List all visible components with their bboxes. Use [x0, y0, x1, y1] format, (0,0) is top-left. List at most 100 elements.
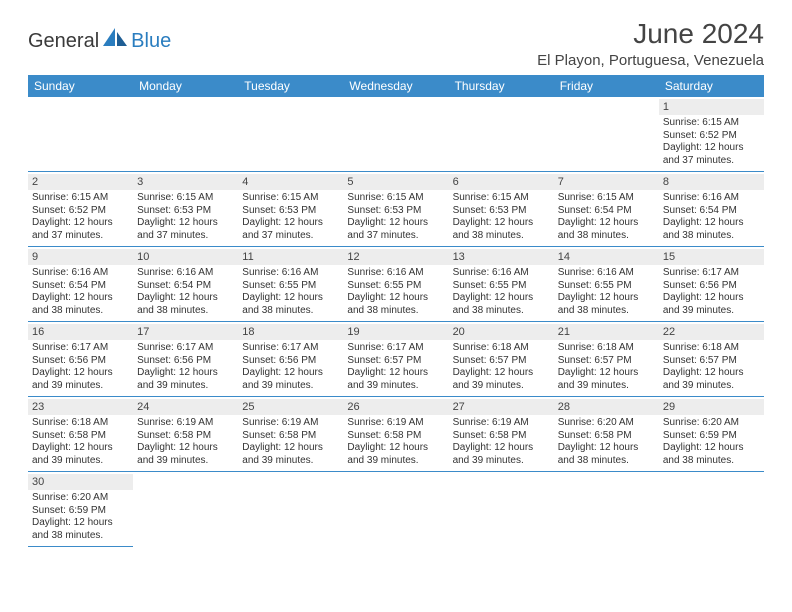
day-detail: Sunrise: 6:17 AMSunset: 6:56 PMDaylight:…	[242, 342, 339, 392]
day-number: 19	[343, 324, 448, 340]
day-detail: Sunrise: 6:18 AMSunset: 6:57 PMDaylight:…	[663, 342, 760, 392]
calendar-day-cell: 15Sunrise: 6:17 AMSunset: 6:56 PMDayligh…	[659, 247, 764, 322]
day-detail: Sunrise: 6:19 AMSunset: 6:58 PMDaylight:…	[453, 417, 550, 467]
day-content: 23 Sunrise: 6:18 AMSunset: 6:58 PMDayligh…	[28, 397, 133, 471]
day-detail: Sunrise: 6:18 AMSunset: 6:57 PMDaylight:…	[453, 342, 550, 392]
calendar-empty-cell	[343, 97, 448, 172]
calendar-day-cell: 14Sunrise: 6:16 AMSunset: 6:55 PMDayligh…	[554, 247, 659, 322]
day-number: 21	[554, 324, 659, 340]
calendar-empty-cell	[28, 97, 133, 172]
day-content: 4Sunrise: 6:15 AMSunset: 6:53 PMDaylight…	[238, 172, 343, 246]
calendar-empty-cell	[554, 472, 659, 547]
day-content: 12Sunrise: 6:16 AMSunset: 6:55 PMDayligh…	[343, 247, 448, 321]
day-detail: Sunrise: 6:20 AMSunset: 6:59 PMDaylight:…	[32, 492, 129, 542]
calendar-empty-cell	[238, 97, 343, 172]
day-detail: Sunrise: 6:16 AMSunset: 6:55 PMDaylight:…	[242, 267, 339, 317]
calendar-day-cell: 2Sunrise: 6:15 AMSunset: 6:52 PMDaylight…	[28, 172, 133, 247]
weekday-header: Monday	[133, 75, 238, 97]
weekday-header: Tuesday	[238, 75, 343, 97]
calendar-day-cell: 20Sunrise: 6:18 AMSunset: 6:57 PMDayligh…	[449, 322, 554, 397]
calendar-week-row: 9Sunrise: 6:16 AMSunset: 6:54 PMDaylight…	[28, 247, 764, 322]
calendar-page: General Blue June 2024 El Playon, Portug…	[0, 0, 792, 565]
day-content: 22 Sunrise: 6:18 AMSunset: 6:57 PMDayligh…	[659, 322, 764, 396]
day-detail: Sunrise: 6:18 AMSunset: 6:58 PMDaylight:…	[32, 417, 129, 467]
day-detail: Sunrise: 6:15 AMSunset: 6:53 PMDaylight:…	[137, 192, 234, 242]
calendar-empty-cell	[659, 472, 764, 547]
day-detail: Sunrise: 6:15 AMSunset: 6:53 PMDaylight:…	[453, 192, 550, 242]
calendar-day-cell: 21Sunrise: 6:18 AMSunset: 6:57 PMDayligh…	[554, 322, 659, 397]
location-subtitle: El Playon, Portuguesa, Venezuela	[537, 52, 764, 69]
day-content: 11 Sunrise: 6:16 AMSunset: 6:55 PMDayligh…	[238, 247, 343, 321]
logo-text-general: General	[28, 30, 99, 53]
day-number: 11	[238, 249, 343, 265]
calendar-day-cell: 16Sunrise: 6:17 AMSunset: 6:56 PMDayligh…	[28, 322, 133, 397]
day-detail: Sunrise: 6:20 AMSunset: 6:58 PMDaylight:…	[558, 417, 655, 467]
calendar-week-row: 2Sunrise: 6:15 AMSunset: 6:52 PMDaylight…	[28, 172, 764, 247]
calendar-day-cell: 1 Sunrise: 6:15 AMSunset: 6:52 PMDaylight…	[659, 97, 764, 172]
day-number: 5	[343, 174, 448, 190]
day-number: 27	[449, 399, 554, 415]
calendar-day-cell: 3Sunrise: 6:15 AMSunset: 6:53 PMDaylight…	[133, 172, 238, 247]
day-number: 29	[659, 399, 764, 415]
calendar-day-cell: 11 Sunrise: 6:16 AMSunset: 6:55 PMDayligh…	[238, 247, 343, 322]
calendar-day-cell: 24Sunrise: 6:19 AMSunset: 6:58 PMDayligh…	[133, 397, 238, 472]
day-detail: Sunrise: 6:20 AMSunset: 6:59 PMDaylight:…	[663, 417, 760, 467]
day-detail: Sunrise: 6:17 AMSunset: 6:56 PMDaylight:…	[663, 267, 760, 317]
day-content: 18Sunrise: 6:17 AMSunset: 6:56 PMDayligh…	[238, 322, 343, 396]
day-content: 19 Sunrise: 6:17 AMSunset: 6:57 PMDayligh…	[343, 322, 448, 396]
calendar-day-cell: 6Sunrise: 6:15 AMSunset: 6:53 PMDaylight…	[449, 172, 554, 247]
calendar-day-cell: 4Sunrise: 6:15 AMSunset: 6:53 PMDaylight…	[238, 172, 343, 247]
logo-text-blue: Blue	[131, 30, 171, 53]
logo: General Blue	[28, 18, 171, 54]
day-content: 7Sunrise: 6:15 AMSunset: 6:54 PMDaylight…	[554, 172, 659, 246]
calendar-day-cell: 19 Sunrise: 6:17 AMSunset: 6:57 PMDayligh…	[343, 322, 448, 397]
day-number: 1	[659, 99, 764, 115]
day-content: 28 Sunrise: 6:20 AMSunset: 6:58 PMDayligh…	[554, 397, 659, 471]
day-number: 28	[554, 399, 659, 415]
day-content: 21Sunrise: 6:18 AMSunset: 6:57 PMDayligh…	[554, 322, 659, 396]
calendar-day-cell: 22 Sunrise: 6:18 AMSunset: 6:57 PMDayligh…	[659, 322, 764, 397]
day-detail: Sunrise: 6:17 AMSunset: 6:57 PMDaylight:…	[347, 342, 444, 392]
day-content: 15Sunrise: 6:17 AMSunset: 6:56 PMDayligh…	[659, 247, 764, 321]
calendar-empty-cell	[449, 97, 554, 172]
day-number: 17	[133, 324, 238, 340]
calendar-day-cell: 25Sunrise: 6:19 AMSunset: 6:58 PMDayligh…	[238, 397, 343, 472]
day-number: 30	[28, 474, 133, 490]
calendar-day-cell: 17Sunrise: 6:17 AMSunset: 6:56 PMDayligh…	[133, 322, 238, 397]
weekday-header: Thursday	[449, 75, 554, 97]
logo-sail-icon	[103, 28, 129, 54]
day-detail: Sunrise: 6:16 AMSunset: 6:54 PMDaylight:…	[137, 267, 234, 317]
day-detail: Sunrise: 6:15 AMSunset: 6:53 PMDaylight:…	[242, 192, 339, 242]
day-content: 1 Sunrise: 6:15 AMSunset: 6:52 PMDaylight…	[659, 97, 764, 171]
weekday-header: Friday	[554, 75, 659, 97]
day-content: 2Sunrise: 6:15 AMSunset: 6:52 PMDaylight…	[28, 172, 133, 246]
day-number: 8	[659, 174, 764, 190]
day-number: 24	[133, 399, 238, 415]
day-content: 13 Sunrise: 6:16 AMSunset: 6:55 PMDayligh…	[449, 247, 554, 321]
day-number: 7	[554, 174, 659, 190]
calendar-body: 1 Sunrise: 6:15 AMSunset: 6:52 PMDaylight…	[28, 97, 764, 547]
calendar-day-cell: 18Sunrise: 6:17 AMSunset: 6:56 PMDayligh…	[238, 322, 343, 397]
calendar-table: SundayMondayTuesdayWednesdayThursdayFrid…	[28, 75, 764, 547]
day-content: 25Sunrise: 6:19 AMSunset: 6:58 PMDayligh…	[238, 397, 343, 471]
calendar-day-cell: 8Sunrise: 6:16 AMSunset: 6:54 PMDaylight…	[659, 172, 764, 247]
day-number: 2	[28, 174, 133, 190]
day-number: 12	[343, 249, 448, 265]
calendar-empty-cell	[554, 97, 659, 172]
day-detail: Sunrise: 6:15 AMSunset: 6:52 PMDaylight:…	[663, 117, 760, 167]
calendar-week-row: 23 Sunrise: 6:18 AMSunset: 6:58 PMDayligh…	[28, 397, 764, 472]
day-content: 30 Sunrise: 6:20 AMSunset: 6:59 PMDayligh…	[28, 472, 133, 546]
calendar-empty-cell	[133, 97, 238, 172]
day-number: 23	[28, 399, 133, 415]
day-content: 8Sunrise: 6:16 AMSunset: 6:54 PMDaylight…	[659, 172, 764, 246]
day-number: 13	[449, 249, 554, 265]
calendar-empty-cell	[449, 472, 554, 547]
day-content: 17Sunrise: 6:17 AMSunset: 6:56 PMDayligh…	[133, 322, 238, 396]
calendar-day-cell: 10Sunrise: 6:16 AMSunset: 6:54 PMDayligh…	[133, 247, 238, 322]
day-number: 22	[659, 324, 764, 340]
day-content: 10Sunrise: 6:16 AMSunset: 6:54 PMDayligh…	[133, 247, 238, 321]
weekday-header: Wednesday	[343, 75, 448, 97]
day-content: 3Sunrise: 6:15 AMSunset: 6:53 PMDaylight…	[133, 172, 238, 246]
weekday-header: Sunday	[28, 75, 133, 97]
day-detail: Sunrise: 6:16 AMSunset: 6:55 PMDaylight:…	[453, 267, 550, 317]
